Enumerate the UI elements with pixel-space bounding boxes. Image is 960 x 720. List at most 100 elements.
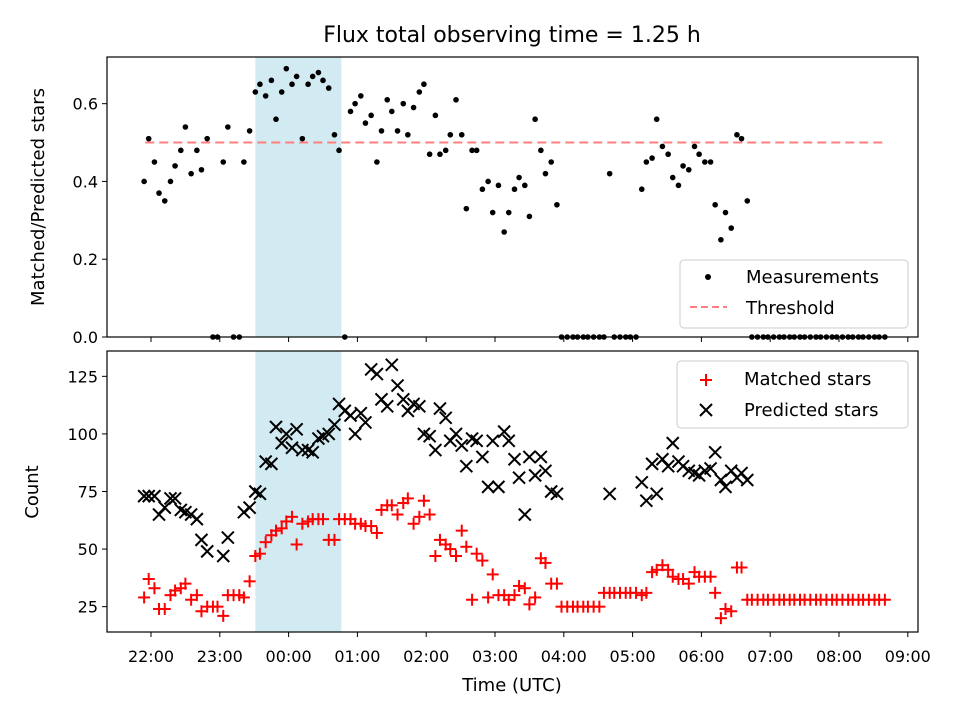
matched-star-point xyxy=(662,563,675,576)
measurement-point xyxy=(707,159,714,165)
measurement-point xyxy=(728,225,735,231)
measurement-point xyxy=(172,163,178,169)
predicted-star-point xyxy=(216,549,230,563)
matched-star-point xyxy=(142,573,155,586)
matched-star-point xyxy=(370,526,383,539)
x-tick-label: 05:00 xyxy=(610,647,656,666)
matched-star-point xyxy=(179,577,192,590)
predicted-star-point xyxy=(163,491,178,506)
measurement-point xyxy=(421,81,427,88)
measurement-point xyxy=(526,213,533,220)
measurement-point xyxy=(225,124,231,130)
predicted-star-point xyxy=(327,417,342,432)
predicted-star-point xyxy=(354,406,368,420)
legend-matched-marker xyxy=(700,374,712,386)
bottom-y-tick-label: 75 xyxy=(78,483,98,502)
predicted-star-point xyxy=(538,464,553,478)
matched-star-point xyxy=(243,575,256,588)
matched-star-point xyxy=(539,556,552,569)
predicted-star-point xyxy=(718,480,733,494)
measurement-point xyxy=(289,81,295,88)
measurement-point xyxy=(489,209,496,216)
measurement-point xyxy=(336,147,342,154)
measurement-point xyxy=(495,182,502,189)
measurement-point xyxy=(501,229,507,235)
predicted-star-point xyxy=(469,434,484,448)
x-tick-label: 23:00 xyxy=(197,647,243,666)
matched-star-point xyxy=(317,513,329,526)
measurement-point xyxy=(182,124,189,130)
matched-star-point xyxy=(714,612,727,625)
measurement-point xyxy=(659,143,666,150)
bottom-panel: 25 50 75 100 125 22:00 23:00 00:00 01:00 02:00 03… xyxy=(22,350,931,696)
predicted-star-point xyxy=(141,489,156,503)
top-y-axis-label: Matched/Predicted stars xyxy=(28,88,49,306)
x-tick-label: 07:00 xyxy=(747,647,793,666)
measurement-point xyxy=(458,131,465,138)
matched-star-point xyxy=(630,586,643,599)
predicted-star-point xyxy=(190,512,204,526)
matched-star-point xyxy=(460,540,473,553)
measurement-point xyxy=(511,186,518,193)
measurement-point xyxy=(653,116,660,123)
matched-star-point xyxy=(429,549,442,562)
measurement-point xyxy=(702,159,708,165)
measurement-point xyxy=(368,112,374,119)
matched-star-point xyxy=(682,577,695,590)
predicted-star-point xyxy=(343,408,358,423)
matched-star-point xyxy=(296,517,309,530)
matched-star-point xyxy=(513,579,526,592)
measurement-point xyxy=(712,201,718,208)
predicted-star-point xyxy=(396,392,410,407)
measurement-point xyxy=(315,69,322,76)
measurement-point xyxy=(320,77,326,84)
measurement-point xyxy=(542,170,549,177)
predicted-star-point xyxy=(512,470,526,485)
matched-star-point xyxy=(666,570,679,583)
measurement-point xyxy=(358,93,364,99)
predicted-star-point xyxy=(481,480,495,494)
predicted-star-point xyxy=(639,494,654,508)
matched-star-point xyxy=(735,561,748,574)
measurement-point xyxy=(426,151,433,158)
matched-star-point xyxy=(423,508,436,521)
matched-star-point xyxy=(476,554,489,567)
measurement-point xyxy=(400,100,407,107)
measurement-point xyxy=(167,178,174,185)
matched-star-point xyxy=(878,593,891,606)
matched-star-point xyxy=(365,520,378,533)
predicted-star-point xyxy=(708,445,722,460)
matched-star-point xyxy=(269,524,282,537)
legend-threshold-label: Threshold xyxy=(745,298,835,319)
bottom-legend: Matched stars Predicted stars xyxy=(676,360,909,429)
measurement-point xyxy=(347,108,354,115)
matched-star-point xyxy=(450,549,463,562)
matched-star-point xyxy=(217,609,230,622)
matched-star-point xyxy=(508,589,521,602)
matched-star-point xyxy=(550,577,563,590)
measurement-point xyxy=(252,89,259,95)
measurement-point xyxy=(389,108,395,115)
predicted-star-point xyxy=(285,441,299,455)
predicted-star-point xyxy=(528,468,542,483)
predicted-star-point xyxy=(428,443,443,457)
predicted-star-point xyxy=(264,457,279,471)
measurement-point xyxy=(309,73,316,80)
measurement-point xyxy=(141,178,147,185)
measurement-point xyxy=(522,182,528,189)
measurement-point xyxy=(548,159,554,165)
measurement-point xyxy=(178,147,184,154)
measurement-point xyxy=(473,147,480,154)
predicted-star-point xyxy=(465,431,479,446)
predicted-star-point xyxy=(449,427,463,441)
x-tick-label: 04:00 xyxy=(541,647,587,666)
matched-star-point xyxy=(709,586,722,599)
matched-star-point xyxy=(259,536,272,549)
measurement-point xyxy=(432,112,439,119)
matched-star-point xyxy=(286,510,299,523)
matched-star-point xyxy=(486,568,499,581)
measurement-point xyxy=(156,190,162,196)
x-tick-label: 09:00 xyxy=(885,647,931,666)
measurement-point xyxy=(738,135,745,142)
predicted-star-point xyxy=(485,434,500,448)
